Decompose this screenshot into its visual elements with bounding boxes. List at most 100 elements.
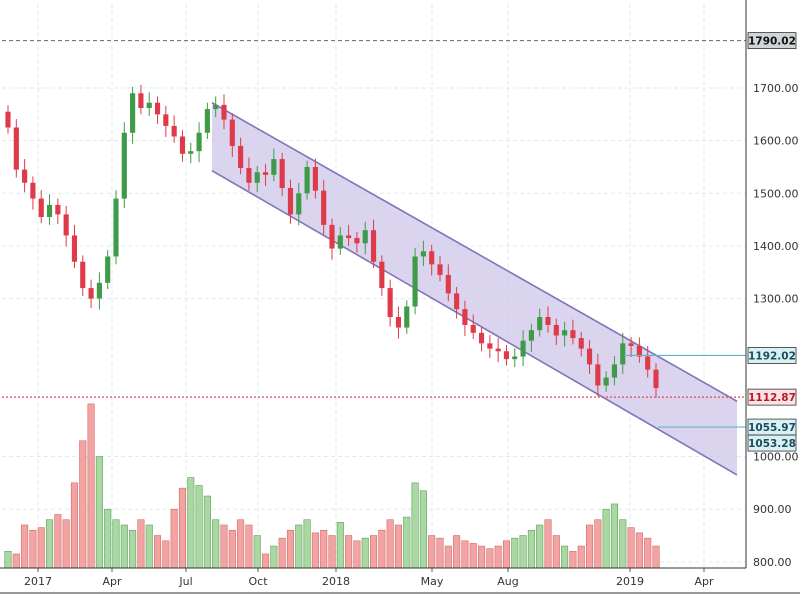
volume-bar (469, 543, 477, 569)
candle-body (321, 190, 327, 225)
volume-bar (394, 524, 403, 569)
volume-bar (635, 532, 643, 569)
volume-bar (95, 456, 103, 569)
candle-body (46, 204, 53, 217)
y-tick-label: 1300.00 (753, 293, 799, 306)
candle-body (495, 348, 501, 352)
candle-body (171, 125, 177, 137)
candle-body (478, 332, 485, 344)
volume-bar (561, 545, 569, 569)
volume-bar (278, 537, 286, 569)
candle-body (71, 235, 78, 262)
x-tick-label: Oct (248, 575, 268, 588)
volume-bar (569, 551, 577, 569)
volume-bar (619, 519, 627, 569)
volume-bar (320, 529, 328, 569)
candle-body (528, 330, 534, 341)
volume-bar (511, 537, 519, 569)
volume-bar (270, 545, 278, 569)
volume-bar (104, 508, 112, 569)
volume-bar (286, 529, 295, 569)
volume-bar (228, 529, 236, 569)
candle-body (454, 293, 460, 310)
candle-body (636, 345, 642, 357)
y-tick-label: 1400.00 (753, 240, 799, 253)
volume-bar (162, 540, 170, 569)
volume-bar (536, 524, 544, 569)
volume-bar (378, 529, 386, 569)
volume-bar (178, 487, 187, 569)
candle-body (296, 193, 302, 215)
volume-bar (253, 535, 261, 569)
candle-body (520, 340, 526, 357)
volume-bar (245, 524, 253, 569)
volume-bar (129, 529, 137, 569)
candle-body (196, 132, 202, 152)
volume-bar (602, 508, 610, 569)
channel-lower-line (211, 169, 738, 476)
volume-bar (170, 508, 178, 569)
candle-body (38, 198, 44, 217)
volume-bar (461, 540, 469, 569)
candle-body (304, 166, 310, 194)
volume-bar (12, 553, 20, 569)
candle-body (595, 364, 601, 386)
volume-bar (486, 548, 494, 569)
candle-body (271, 159, 277, 175)
candle-body (370, 230, 377, 262)
volume-bar (212, 519, 220, 569)
volume-bar (411, 482, 419, 569)
candle-body (329, 224, 335, 249)
candle-body (404, 306, 410, 328)
candle-body (113, 198, 119, 257)
volume-bar (610, 503, 619, 569)
candle-body (121, 132, 127, 199)
grid (2, 4, 746, 568)
volume-bar (4, 551, 12, 569)
volume-bar (544, 519, 552, 569)
x-tick-label: Apr (694, 575, 714, 588)
volume-bar (336, 522, 344, 569)
candles (5, 84, 659, 398)
candle-body (346, 235, 352, 239)
candle-body (279, 159, 285, 189)
y-tick-label: 1500.00 (753, 187, 799, 200)
candle-body (387, 288, 393, 318)
candle-body (645, 356, 651, 370)
candle-body (354, 238, 360, 244)
candle-body (146, 102, 152, 109)
volume-bar (436, 537, 444, 569)
candle-body (379, 261, 385, 289)
candle-body (512, 356, 518, 360)
candle-body (653, 369, 659, 389)
candle-body (238, 145, 244, 169)
volume-bar (453, 535, 461, 569)
volume-bar (87, 403, 95, 569)
volume-bar (311, 532, 319, 569)
volume-bar (328, 535, 336, 569)
volume-bar (527, 529, 535, 569)
candle-body (395, 317, 402, 328)
volume-bar (353, 540, 361, 569)
candle-body (204, 109, 210, 133)
x-tick-label: 2018 (322, 575, 350, 588)
candle-body (562, 330, 568, 336)
candle-body (628, 343, 634, 346)
volume-bar (303, 519, 311, 569)
candle-body (221, 104, 227, 120)
volume-bar (428, 535, 436, 569)
candle-body (229, 119, 235, 146)
candle-body (213, 104, 219, 110)
volume-bar (403, 516, 411, 569)
volume-bar (187, 477, 195, 569)
volume-bar (652, 545, 660, 569)
volume-bar (195, 485, 203, 569)
channel-low-label-1-text: 1055.97 (748, 422, 796, 434)
candle-body (462, 309, 468, 325)
candle-body (163, 114, 169, 126)
volume-bar (54, 514, 62, 569)
candle-body (30, 182, 36, 199)
volume-bar (62, 519, 70, 569)
